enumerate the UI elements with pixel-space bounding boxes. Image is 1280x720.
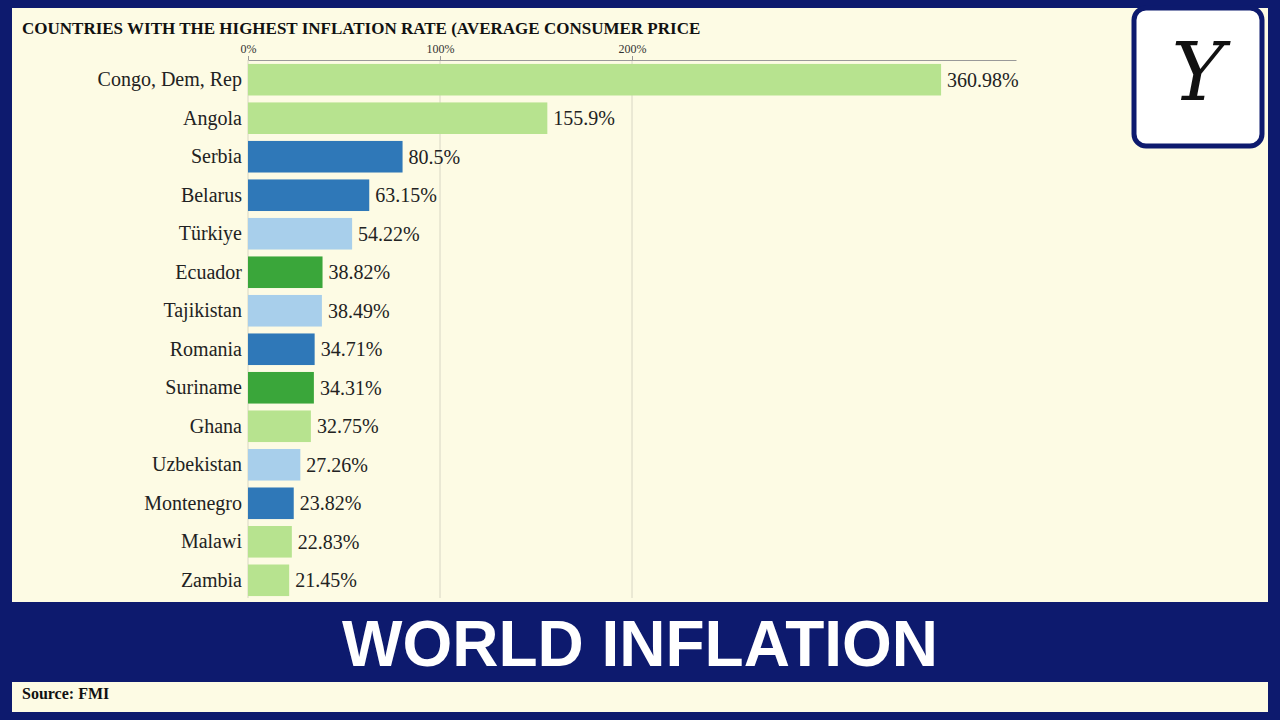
x-tick: 0% [241, 42, 257, 60]
bar [248, 410, 311, 442]
y-tick-label: Angola [183, 107, 242, 130]
y-tick-label: Ghana [190, 415, 242, 437]
y-tick-label: Romania [170, 338, 242, 360]
x-tick: 100% [427, 42, 455, 60]
data-label: 22.83% [298, 531, 360, 553]
bar [248, 102, 547, 134]
x-tick-label: 0% [241, 42, 257, 56]
logo-box [1134, 8, 1262, 146]
bar [248, 179, 369, 211]
source: Source: FMI [22, 685, 109, 702]
x-tick-label: 100% [427, 42, 455, 56]
logo: Y [1134, 8, 1262, 146]
y-tick-label: Türkiye [179, 222, 242, 245]
y-tick-label: Zambia [181, 569, 242, 591]
data-label: 360.98% [947, 69, 1019, 91]
data-label: 27.26% [306, 454, 368, 476]
bar [248, 487, 294, 519]
data-label: 38.49% [328, 300, 390, 322]
y-axis: Congo, Dem, Rep Angola Serbia Belarus Türkiy… [98, 68, 243, 591]
y-tick: Romania [170, 338, 242, 360]
x-axis: 0% 100% 200% [241, 42, 1017, 61]
title: COUNTRIES WITH THE HIGHEST INFLATION RAT… [22, 19, 700, 38]
y-tick: Tajikistan [163, 299, 242, 322]
y-tick-label: Montenegro [144, 492, 242, 515]
bar [248, 333, 315, 365]
x-tick-label: 200% [619, 42, 647, 56]
y-tick: Montenegro [144, 492, 242, 515]
bars [248, 64, 941, 596]
data-label: 63.15% [375, 184, 437, 206]
data-label: 54.22% [358, 223, 420, 245]
y-tick-label: Serbia [191, 145, 242, 167]
chart: COUNTRIES WITH THE HIGHEST INFLATION RAT… [0, 0, 1280, 720]
grid-line [440, 60, 441, 598]
bar [248, 218, 352, 250]
y-tick: Angola [183, 107, 242, 130]
x-tick-mark [440, 56, 441, 60]
banner-box [0, 602, 1280, 682]
y-tick: Congo, Dem, Rep [98, 68, 242, 91]
y-tick-label: Congo, Dem, Rep [98, 68, 242, 91]
y-tick-label: Tajikistan [163, 299, 242, 322]
data-label: 80.5% [409, 146, 461, 168]
grid-line [632, 60, 633, 598]
y-tick: Türkiye [179, 222, 242, 245]
x-tick-mark [248, 56, 249, 60]
y-tick: Ghana [190, 415, 242, 437]
y-tick: Malawi [181, 530, 243, 552]
data-label: 23.82% [300, 492, 362, 514]
bar [248, 295, 322, 327]
bar [248, 526, 292, 558]
bar [248, 565, 289, 597]
y-tick-label: Suriname [165, 376, 242, 398]
y-tick: Suriname [165, 376, 242, 398]
frame [0, 0, 1280, 720]
y-tick: Zambia [181, 569, 242, 591]
grid [248, 60, 632, 598]
y-tick-label: Malawi [181, 530, 243, 552]
bar [248, 256, 323, 288]
logo-text: Y [1172, 26, 1232, 119]
y-tick: Belarus [181, 184, 242, 206]
data-label: 38.82% [329, 261, 391, 283]
data-label: 21.45% [295, 569, 357, 591]
y-tick: Serbia [191, 145, 242, 167]
x-tick: 200% [619, 42, 647, 60]
bar [248, 64, 941, 96]
x-tick-mark [632, 56, 633, 60]
x-axis-line [249, 60, 1017, 61]
y-tick: Ecuador [175, 261, 242, 283]
y-tick-label: Uzbekistan [152, 453, 242, 475]
data-label: 32.75% [317, 415, 379, 437]
data-label: 34.71% [321, 338, 383, 360]
bar [248, 372, 314, 404]
data-label: 34.31% [320, 377, 382, 399]
data-labels: 360.98% 155.9% 80.5% 63.15% 54.22% 38.82% 38.4… [295, 69, 1019, 592]
bar [248, 449, 300, 481]
banner: WORLD INFLATION [342, 608, 938, 680]
y-tick-label: Ecuador [175, 261, 242, 283]
bar [248, 141, 403, 173]
y-tick: Uzbekistan [152, 453, 242, 475]
data-label: 155.9% [553, 107, 615, 129]
y-tick-label: Belarus [181, 184, 242, 206]
